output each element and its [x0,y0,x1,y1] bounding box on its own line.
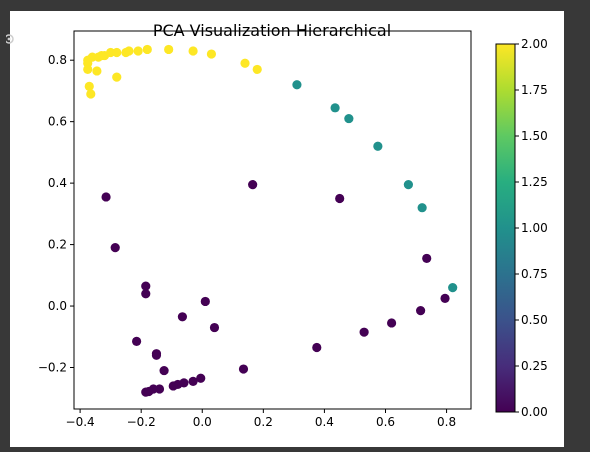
colorbar-tick-label: 0.00 [521,405,548,419]
x-tick-label: −0.4 [66,415,95,429]
y-tick-label: 0.2 [48,238,67,252]
colorbar-tick-label: 0.50 [521,313,548,327]
data-point-cluster-2 [92,66,102,76]
y-tick-label: 0.4 [48,176,67,190]
x-tick-label: 0.4 [315,415,334,429]
data-point-cluster-2 [164,44,174,55]
data-point-cluster-0 [387,318,397,328]
figure: PCA Visualization Hierarchical −0.4 −0.2 0… [6,11,564,447]
data-point-cluster-0 [335,193,345,204]
data-point-cluster-0 [188,376,198,386]
data-point-cluster-2 [112,47,122,58]
data-point-cluster-1 [292,80,302,90]
points-layer [83,44,458,397]
data-point-cluster-0 [416,306,426,316]
data-point-cluster-1 [330,103,340,113]
data-point-cluster-1 [344,113,354,124]
settings-icon[interactable] [6,31,16,47]
data-point-cluster-2 [86,89,96,99]
colorbar-tick-label: 2.00 [521,37,548,51]
data-point-cluster-0 [132,336,142,346]
plot-area [73,30,472,410]
data-point-cluster-0 [238,364,249,374]
data-point-cluster-0 [151,350,162,360]
data-point-cluster-2 [112,72,122,82]
data-point-cluster-1 [373,141,383,151]
data-point-cluster-0 [312,342,322,353]
y-axis: 0.8 0.6 0.4 0.2 0.0 −0.2 [38,53,74,375]
data-point-cluster-0 [440,293,450,303]
colorbar-axis: 2.00 1.75 1.50 1.25 1.00 0.75 0.50 0.25 0.00 [515,37,548,419]
y-tick-label: 0.0 [48,299,67,313]
data-point-cluster-0 [141,289,151,299]
data-point-cluster-2 [142,44,152,55]
y-tick-label: 0.6 [48,115,67,129]
data-point-cluster-2 [206,49,217,59]
data-point-cluster-2 [240,58,250,68]
data-point-cluster-0 [101,192,111,202]
scatter-chart: PCA Visualization Hierarchical −0.4 −0.2 0… [38,21,548,429]
data-point-cluster-0 [159,365,169,376]
x-tick-label: −0.2 [127,415,156,429]
data-point-cluster-0 [196,373,206,383]
colorbar-tick-label: 1.50 [521,129,548,143]
data-point-cluster-2 [83,64,93,75]
colorbar-tick-label: 0.25 [521,359,548,373]
data-point-cluster-0 [168,381,178,391]
data-point-cluster-0 [141,281,151,291]
colorbar [495,43,516,413]
data-point-cluster-2 [252,64,262,75]
data-point-cluster-0 [248,180,258,190]
data-point-cluster-0 [144,386,154,397]
data-point-cluster-0 [110,243,120,253]
y-tick-label: 0.8 [48,53,67,67]
x-tick-label: 0.2 [254,415,273,429]
data-point-cluster-2 [188,46,198,56]
data-point-cluster-1 [448,283,458,293]
data-point-cluster-0 [177,312,188,322]
y-tick-label: −0.2 [38,361,67,375]
x-tick-label: 0.8 [437,415,456,429]
data-point-cluster-2 [84,81,94,91]
colorbar-tick-label: 0.75 [521,267,548,281]
data-point-cluster-0 [209,322,220,333]
colorbar-tick-label: 1.75 [521,83,548,97]
data-point-cluster-2 [133,46,143,56]
data-point-cluster-1 [417,203,427,213]
data-point-cluster-2 [124,46,134,56]
x-axis: −0.4 −0.2 0.0 0.2 0.4 0.6 0.8 [66,409,456,429]
x-tick-label: 0.0 [193,415,212,429]
data-point-cluster-0 [359,327,369,337]
data-point-cluster-0 [422,253,432,264]
data-point-cluster-0 [200,296,210,307]
colorbar-tick-label: 1.00 [521,221,548,235]
x-tick-label: 0.6 [376,415,395,429]
data-point-cluster-1 [403,180,413,190]
colorbar-tick-label: 1.25 [521,175,548,189]
